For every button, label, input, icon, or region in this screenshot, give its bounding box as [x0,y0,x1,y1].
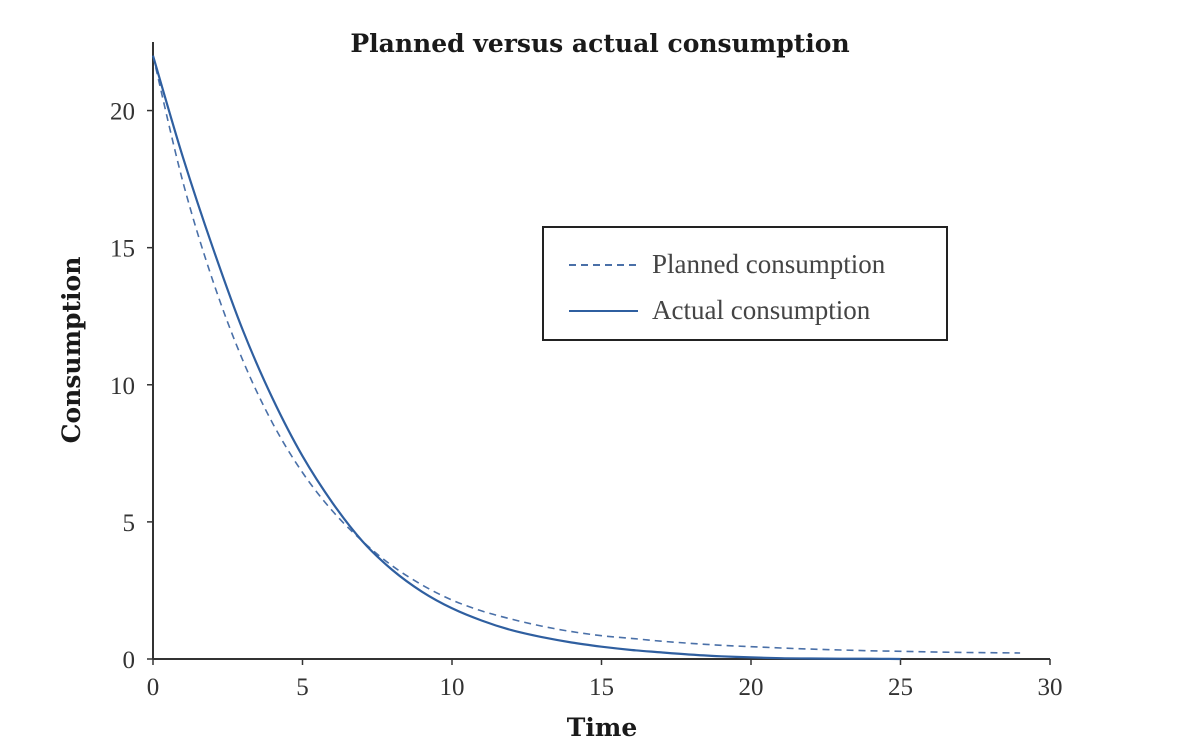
x-tick-label: 15 [589,674,614,701]
axes [152,42,1050,660]
series-line-planned-consumption [152,55,1021,654]
y-ticks: 0 5 10 15 20 [110,99,153,674]
x-tick-label: 30 [1038,674,1063,701]
y-tick-label: 10 [110,373,135,400]
series-layer [151,55,1021,661]
x-axis-title: Time [567,713,637,742]
x-tick-label: 0 [147,674,160,701]
legend-box [542,226,948,341]
legend: Planned consumption Actual consumption [542,226,948,341]
x-tick-label: 20 [739,674,764,701]
y-tick-label: 15 [110,236,135,263]
x-tick-label: 10 [440,674,465,701]
y-tick-label: 5 [123,510,136,537]
series-line-actual-consumption [151,55,901,661]
y-tick-label: 0 [123,647,136,674]
x-tick-label: 25 [888,674,913,701]
x-ticks: 0 5 10 15 20 25 30 [147,659,1063,701]
legend-label-planned: Planned consumption [652,249,886,279]
legend-label-actual: Actual consumption [652,295,871,325]
chart-title: Planned versus actual consumption [350,29,849,58]
x-tick-label: 5 [296,674,309,701]
y-tick-label: 20 [110,99,135,126]
y-axis-title: Consumption [57,257,86,444]
